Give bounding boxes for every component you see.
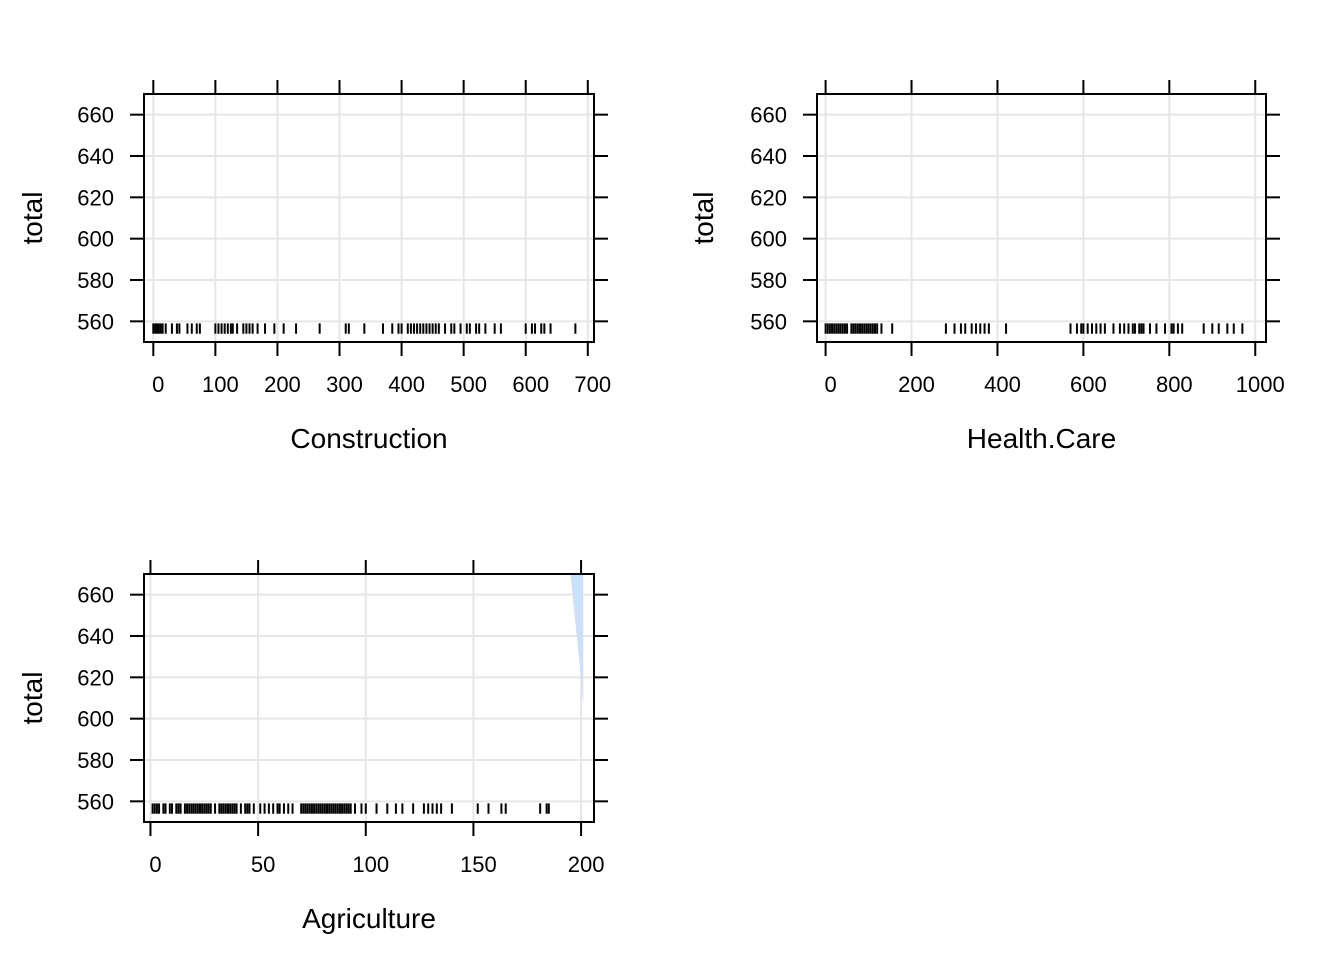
x-tick-label: 150 bbox=[460, 852, 497, 877]
x-axis-title: Agriculture bbox=[302, 903, 436, 934]
x-tick-label: 100 bbox=[352, 852, 389, 877]
y-tick-label: 560 bbox=[750, 309, 787, 334]
x-axis-title: Construction bbox=[290, 423, 447, 454]
x-tick-label: 50 bbox=[251, 852, 275, 877]
x-tick-label: 400 bbox=[388, 372, 425, 397]
x-tick-label: 200 bbox=[568, 852, 605, 877]
y-tick-label: 600 bbox=[77, 227, 114, 252]
x-tick-label: 400 bbox=[984, 372, 1021, 397]
y-tick-label: 660 bbox=[750, 103, 787, 128]
x-tick-label: 0 bbox=[149, 852, 161, 877]
y-tick-label: 660 bbox=[77, 103, 114, 128]
y-tick-label: 560 bbox=[77, 789, 114, 814]
x-tick-label: 600 bbox=[512, 372, 549, 397]
y-tick-label: 640 bbox=[750, 144, 787, 169]
y-tick-label: 600 bbox=[77, 707, 114, 732]
y-tick-label: 580 bbox=[77, 748, 114, 773]
y-tick-label: 640 bbox=[77, 624, 114, 649]
x-tick-label: 600 bbox=[1070, 372, 1107, 397]
y-axis-title: total bbox=[17, 192, 48, 245]
panel-agriculture: 0 50 100 150 200 560 580 600 620 640 660 Agricultur… bbox=[17, 560, 608, 934]
y-tick-label: 600 bbox=[750, 227, 787, 252]
confidence-band bbox=[570, 574, 584, 709]
x-tick-label: 300 bbox=[326, 372, 363, 397]
y-tick-label: 640 bbox=[77, 144, 114, 169]
panel-frame bbox=[143, 93, 595, 343]
panel-construction: 0 100 200 300 400 500 600 700 560 580 600 620 640 660… bbox=[17, 80, 611, 454]
y-tick-label: 620 bbox=[750, 185, 787, 210]
x-tick-label: 0 bbox=[152, 372, 164, 397]
x-tick-label: 0 bbox=[824, 372, 836, 397]
x-tick-label: 800 bbox=[1156, 372, 1193, 397]
x-axis-title: Health.Care bbox=[967, 423, 1116, 454]
y-axis-title: total bbox=[688, 192, 719, 245]
panel-frame bbox=[143, 573, 595, 823]
y-tick-label: 580 bbox=[750, 268, 787, 293]
x-tick-label: 700 bbox=[574, 372, 611, 397]
y-axis-title: total bbox=[17, 672, 48, 725]
panel-frame bbox=[816, 93, 1267, 343]
y-tick-label: 620 bbox=[77, 185, 114, 210]
y-tick-label: 660 bbox=[77, 583, 114, 608]
x-tick-label: 1000 bbox=[1236, 372, 1285, 397]
y-tick-label: 560 bbox=[77, 309, 114, 334]
x-tick-label: 500 bbox=[450, 372, 487, 397]
panel-health-care: 0 200 400 600 800 1000 560 580 600 620 640 660 Healt… bbox=[688, 80, 1285, 454]
y-tick-label: 620 bbox=[77, 665, 114, 690]
x-tick-label: 100 bbox=[202, 372, 239, 397]
x-tick-label: 200 bbox=[898, 372, 935, 397]
y-tick-label: 580 bbox=[77, 268, 114, 293]
x-tick-label: 200 bbox=[264, 372, 301, 397]
